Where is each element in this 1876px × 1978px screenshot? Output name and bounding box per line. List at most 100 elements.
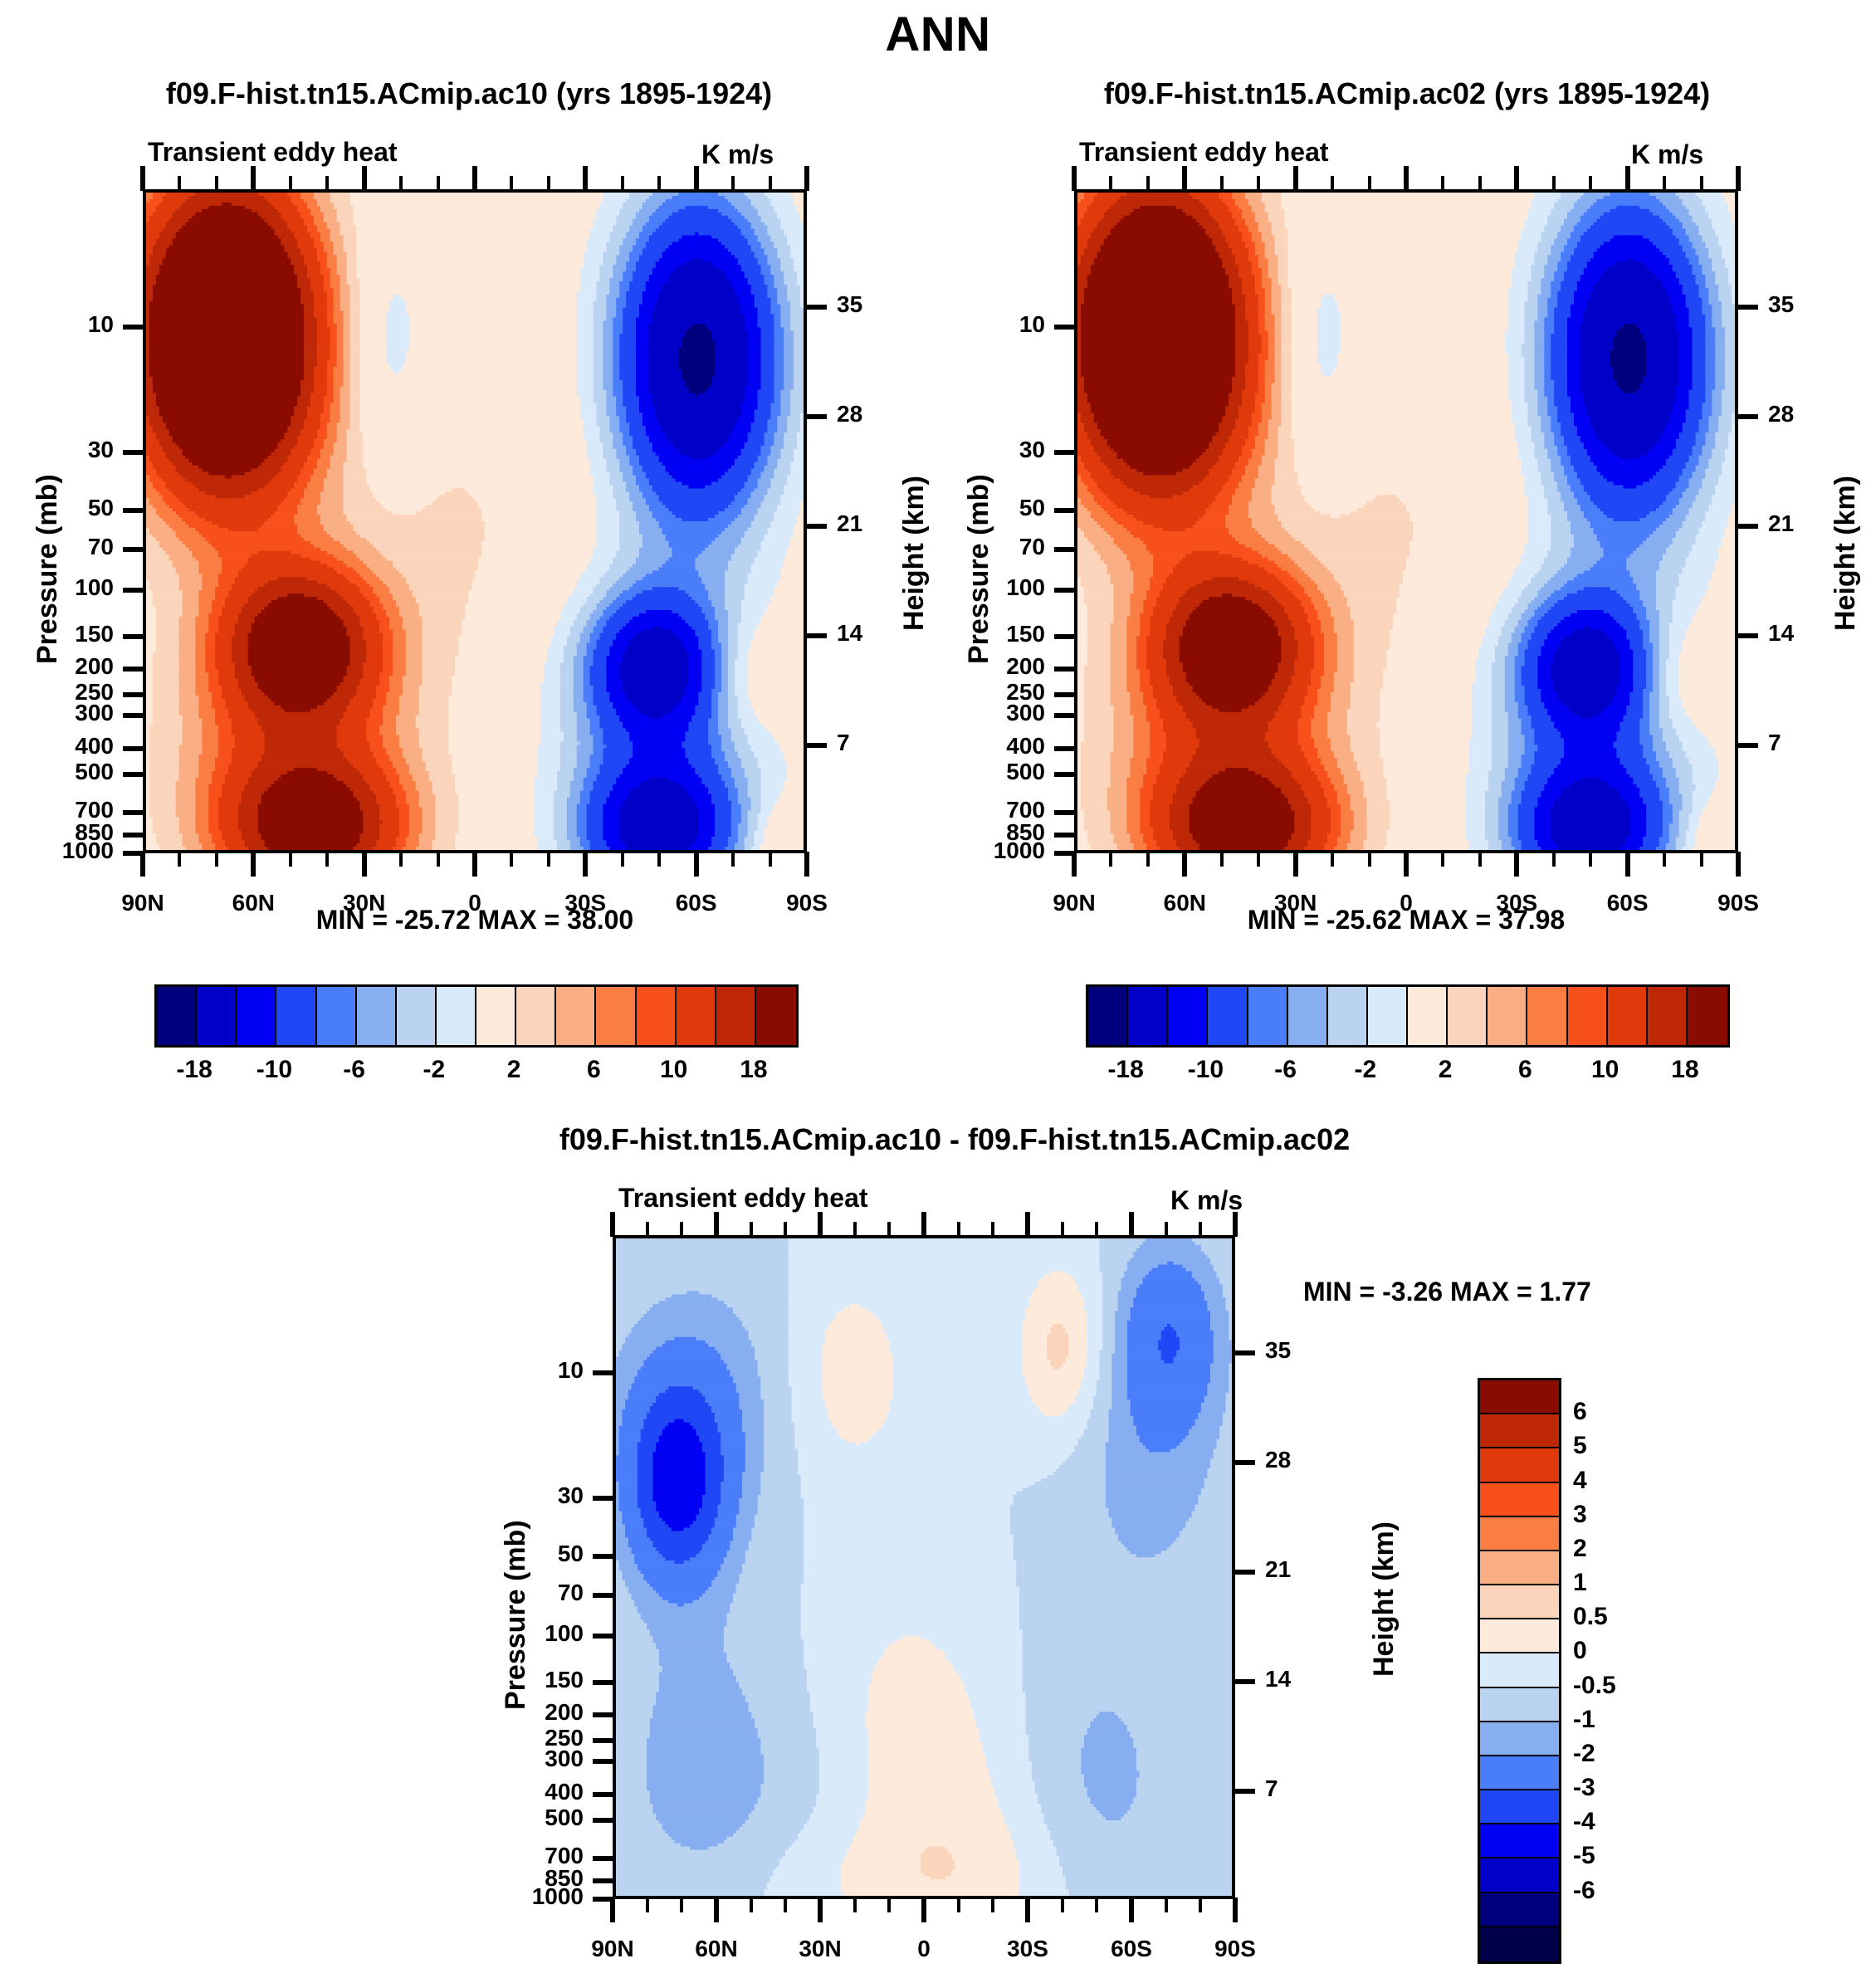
- pressure-tick-label: 1000: [993, 838, 1045, 863]
- pressure-tick-label: 150: [1006, 620, 1045, 647]
- height-tick-label: 35: [837, 291, 863, 317]
- pressure-tick-label: 70: [87, 533, 114, 559]
- pressure-tick-label: 300: [1006, 700, 1045, 726]
- colorbar-tick-label: -1: [1573, 1705, 1595, 1733]
- lat-minor-tick-mark: [1109, 852, 1113, 867]
- pressure-tick-mark: [593, 1738, 614, 1744]
- units-label-left: K m/s: [701, 139, 774, 169]
- pressure-tick-mark: [123, 667, 144, 672]
- pressure-tick-mark: [593, 1496, 614, 1502]
- lat-tick-label: 60S: [675, 890, 717, 916]
- pressure-tick-label: 70: [557, 1579, 584, 1605]
- lat-tick-label: 0: [468, 890, 481, 916]
- pressure-tick-label: 400: [545, 1778, 584, 1805]
- field-label-diff: Transient eddy heat: [618, 1183, 868, 1213]
- lat-tick-label: 90N: [121, 890, 164, 916]
- pressure-tick-label: 100: [1006, 574, 1045, 600]
- lat-minor-tick-mark: [887, 1897, 892, 1912]
- colorbar-cell: [476, 987, 517, 1045]
- lat-top-tick-mark: [693, 166, 699, 191]
- lat-tick-mark: [610, 1897, 615, 1922]
- lat-top-minor-tick-mark: [680, 1222, 684, 1237]
- lat-tick-mark: [361, 852, 367, 877]
- pressure-tick-mark: [593, 1633, 614, 1639]
- height-tick-mark: [805, 632, 827, 638]
- pressure-tick-label: 1000: [531, 1883, 584, 1909]
- lat-minor-tick-mark: [1589, 852, 1593, 867]
- lat-minor-tick-mark: [749, 1897, 753, 1912]
- pressure-tick-mark: [1054, 692, 1076, 698]
- lat-top-minor-tick-mark: [1219, 176, 1224, 191]
- lat-tick-label: 60S: [1606, 890, 1649, 916]
- lat-minor-tick-mark: [853, 1897, 857, 1912]
- pressure-tick-mark: [123, 851, 144, 856]
- colorbar-cell: [1480, 1380, 1559, 1415]
- lat-top-minor-tick-mark: [956, 1222, 960, 1237]
- pressure-tick-mark: [123, 633, 144, 639]
- lat-top-tick-mark: [1025, 1212, 1030, 1237]
- lat-tick-mark: [818, 1897, 823, 1922]
- pressure-tick-label: 700: [75, 796, 114, 823]
- height-tick-mark: [1737, 742, 1758, 748]
- lat-tick-mark: [1182, 852, 1188, 877]
- lat-minor-tick-mark: [991, 1897, 995, 1912]
- lat-top-minor-tick-mark: [991, 1222, 995, 1237]
- lat-top-minor-tick-mark: [1164, 1222, 1168, 1237]
- lat-top-minor-tick-mark: [1146, 176, 1150, 191]
- height-tick-label: 21: [1265, 1556, 1292, 1582]
- colorbar-tick-label: 2: [1573, 1534, 1587, 1562]
- colorbar-tick-label: -6: [1274, 1056, 1297, 1083]
- colorbar-tick-label: -4: [1573, 1808, 1595, 1836]
- colorbar-cell: [1248, 987, 1288, 1045]
- lat-top-minor-tick-mark: [731, 176, 735, 191]
- lat-top-minor-tick-mark: [1109, 176, 1113, 191]
- lat-tick-mark: [921, 1897, 926, 1922]
- lat-minor-tick-mark: [645, 1897, 649, 1912]
- colorbar-cell: [1567, 987, 1608, 1045]
- pressure-tick-label: 100: [75, 574, 114, 600]
- colorbar-tick-label: 0.5: [1573, 1603, 1608, 1631]
- lat-minor-tick-mark: [731, 852, 735, 867]
- height-tick-mark: [1234, 1569, 1255, 1575]
- colorbar-tick-label: -3: [1573, 1774, 1595, 1802]
- pressure-tick-mark: [1054, 508, 1076, 514]
- colorbar-right: [1086, 984, 1730, 1048]
- contour-canvas-diff: [616, 1238, 1232, 1896]
- height-tick-mark: [1234, 1350, 1255, 1355]
- colorbar-cell: [316, 987, 357, 1045]
- lat-top-tick-mark: [361, 166, 367, 191]
- lat-top-minor-tick-mark: [1367, 176, 1371, 191]
- lat-tick-label: 60N: [1163, 890, 1207, 916]
- field-label-right: Transient eddy heat: [1079, 137, 1329, 167]
- colorbar-cell: [1480, 1687, 1559, 1722]
- lat-top-minor-tick-mark: [784, 1222, 788, 1237]
- lat-tick-mark: [1292, 852, 1298, 877]
- lat-minor-tick-mark: [214, 852, 218, 867]
- lat-top-minor-tick-mark: [214, 176, 218, 191]
- lat-tick-label: 0: [917, 1936, 931, 1961]
- pressure-tick-mark: [1054, 633, 1076, 639]
- colorbar-cell: [1480, 1482, 1559, 1517]
- colorbar-tick-label: 18: [1671, 1056, 1699, 1083]
- lat-tick-mark: [1624, 852, 1630, 877]
- colorbar-cell: [157, 987, 198, 1045]
- lat-top-minor-tick-mark: [325, 176, 330, 191]
- pressure-tick-mark: [123, 692, 144, 698]
- lat-tick-mark: [472, 852, 477, 877]
- pressure-tick-label: 50: [557, 1541, 584, 1567]
- lat-minor-tick-mark: [288, 852, 292, 867]
- pressure-tick-label: 700: [1006, 796, 1045, 823]
- lat-tick-label: 30N: [342, 890, 386, 916]
- pressure-tick-mark: [593, 1712, 614, 1718]
- lat-minor-tick-mark: [1199, 1897, 1203, 1912]
- lat-top-tick-mark: [1514, 166, 1520, 191]
- colorbar-cell: [1480, 1722, 1559, 1756]
- lat-top-minor-tick-mark: [887, 1222, 892, 1237]
- height-tick-label: 28: [1768, 400, 1795, 427]
- lat-top-minor-tick-mark: [657, 176, 662, 191]
- colorbar-tick-label: -0.5: [1573, 1671, 1616, 1699]
- lat-minor-tick-mark: [680, 1897, 684, 1912]
- pressure-tick-mark: [593, 1817, 614, 1823]
- lat-top-minor-tick-mark: [178, 176, 182, 191]
- pressure-tick-label: 30: [1019, 437, 1045, 463]
